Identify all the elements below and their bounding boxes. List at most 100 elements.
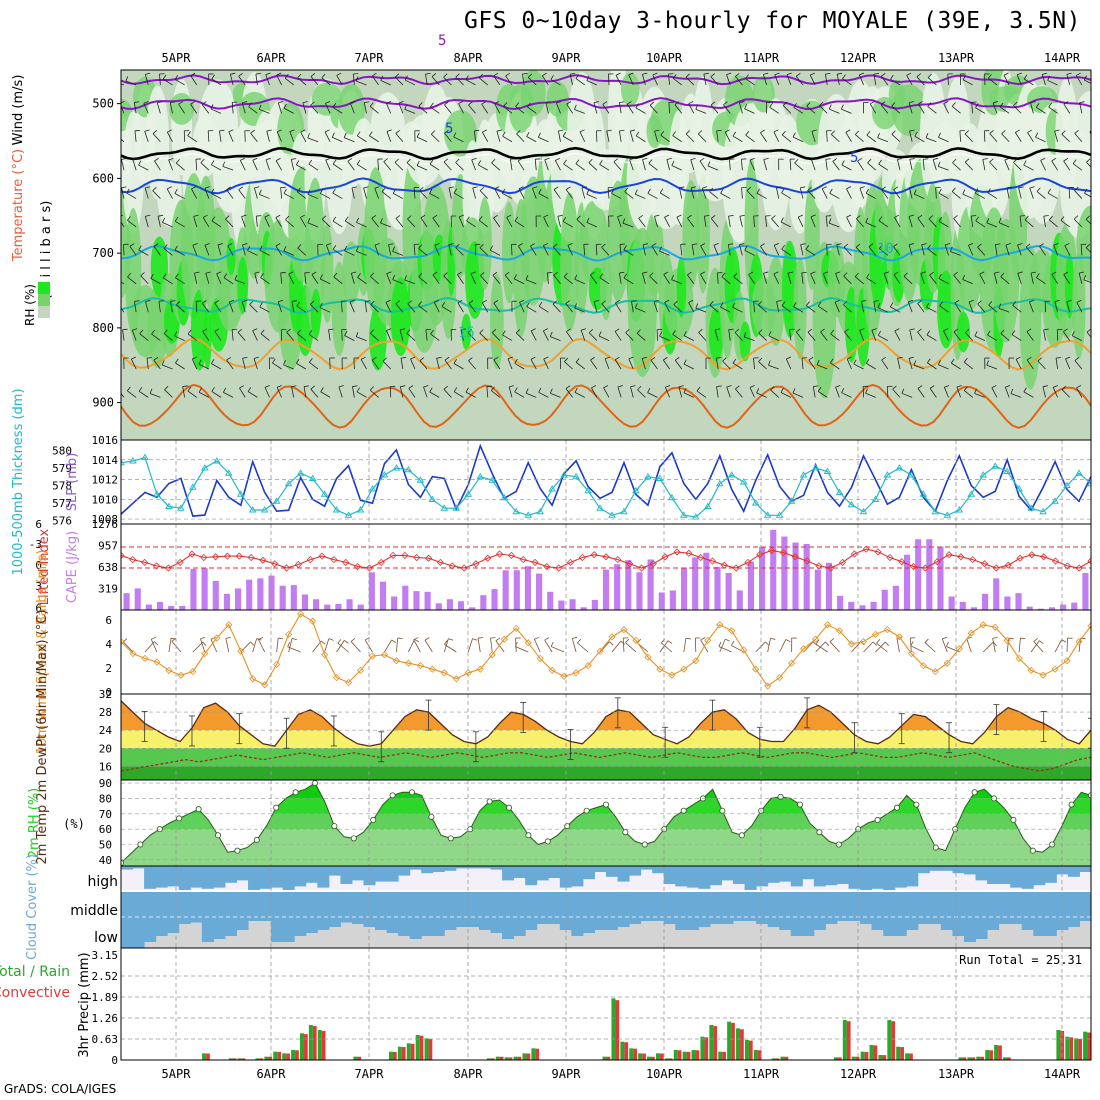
cape-bar [257, 578, 264, 610]
wind-barb [1008, 637, 1014, 640]
wind-barb [205, 273, 210, 284]
wind-barb [386, 271, 392, 274]
wind-barb [310, 388, 319, 398]
wind-barb [807, 190, 816, 199]
wind-barb [962, 79, 973, 86]
precip-total-bar [896, 1046, 901, 1060]
wind-barb [300, 129, 306, 133]
wind-barb [787, 273, 792, 284]
wind-barb [494, 188, 501, 199]
wind-barb [297, 333, 307, 341]
wind-barb [668, 73, 671, 85]
wind-barb [673, 304, 683, 313]
wind-barb [894, 217, 901, 228]
thickness-point [835, 488, 844, 495]
wind-barb [674, 356, 680, 361]
wind-barb [1023, 160, 1027, 166]
wind-barb [718, 641, 722, 647]
wind-barb [938, 273, 942, 279]
wind-barb [418, 105, 428, 114]
top-day-label: 9APR [552, 51, 582, 65]
wind-barb [413, 244, 416, 256]
wind-barb [1071, 331, 1075, 336]
cloud-bar [698, 918, 711, 927]
wind-barb [225, 637, 231, 639]
wind-barb [255, 73, 258, 86]
thickness-point [213, 457, 221, 464]
wind-barb [420, 214, 426, 219]
wind-barb [781, 244, 785, 250]
rh-moist-blob [520, 70, 546, 117]
wind-barb [634, 303, 638, 309]
precip-total-bar [842, 1020, 847, 1060]
wind-barb [664, 302, 670, 313]
wind-barb [1074, 357, 1080, 361]
cloud-bar [987, 918, 1000, 930]
wind-barb [624, 191, 634, 199]
wind-barb [1074, 133, 1083, 143]
wind-barb [974, 388, 977, 394]
cloud-bar [467, 866, 480, 869]
wind-barb [1005, 244, 1010, 256]
wind-barb [700, 271, 706, 275]
wind-barb [509, 385, 515, 388]
wind-barb [259, 109, 270, 114]
wind-barb [567, 243, 573, 246]
wind-speed-point [752, 665, 760, 673]
wind-barb [897, 356, 903, 359]
cape-bar [725, 572, 732, 610]
wind-barb [1012, 301, 1017, 306]
wind-barb [223, 391, 234, 398]
wind-barb [310, 300, 315, 305]
wind-barb [495, 640, 505, 653]
cloud-bar [548, 918, 561, 924]
wind-barb [968, 245, 974, 256]
chart-title: GFS 0~10day 3-hourly for MOYALE (39E, 3.… [464, 8, 1081, 34]
wind-barb [121, 186, 127, 189]
wind-barb [859, 330, 864, 341]
cloud-bar [883, 892, 896, 918]
wind-barb [544, 639, 553, 653]
wind-barb [550, 641, 554, 647]
wind-barb [598, 331, 602, 337]
wind-barb [812, 386, 816, 398]
wind-barb [310, 105, 319, 114]
wind-barb [325, 103, 331, 114]
wind-barb [927, 106, 937, 114]
wind-barb [121, 101, 125, 104]
wind-barb [1017, 244, 1022, 256]
wind-speed-point [285, 630, 293, 638]
rh-point [331, 823, 338, 830]
precip-total-bar [976, 1056, 981, 1060]
wind-barb [987, 192, 998, 199]
wind-barb [144, 216, 149, 228]
wind-barb [768, 331, 772, 337]
wind-barb [968, 301, 974, 313]
wind-barb [193, 214, 199, 217]
cloud-bar [917, 918, 930, 924]
wind-barb [866, 277, 876, 285]
rh-point [253, 836, 260, 843]
cloud-bar [513, 866, 526, 878]
thickness-point [524, 511, 532, 518]
wind-barb [374, 243, 380, 246]
precip-total-bar [709, 1025, 714, 1060]
wind-barb [297, 247, 307, 256]
wind-barb [763, 271, 769, 274]
wind-barb [1063, 331, 1071, 341]
thickness-point [440, 504, 449, 511]
wind-barb [441, 302, 446, 307]
wind-barb [1023, 164, 1034, 171]
wind-speed-point [380, 651, 389, 659]
wind-barb [773, 273, 780, 284]
wind-barb [702, 186, 708, 189]
wind-barb [811, 129, 817, 132]
wind-barb [219, 129, 225, 132]
rh-point [603, 801, 610, 808]
wind-barb [503, 106, 513, 114]
thickness-point [380, 471, 389, 478]
wind-barb [835, 386, 840, 398]
wind-barb [728, 215, 734, 217]
wind-barb [143, 103, 149, 114]
